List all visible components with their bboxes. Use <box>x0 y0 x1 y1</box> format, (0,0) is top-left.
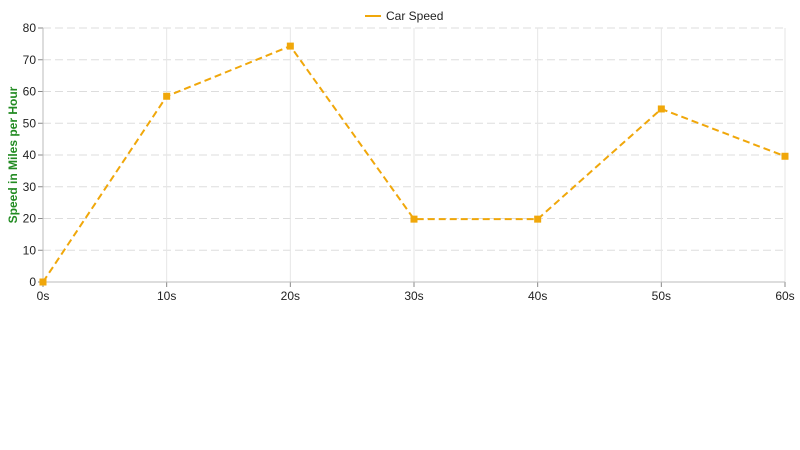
y-tick-label: 70 <box>23 53 37 67</box>
data-point-marker[interactable] <box>39 278 47 286</box>
x-tick-label: 60s <box>775 289 794 303</box>
x-tick-label: 50s <box>652 289 671 303</box>
grid <box>43 27 786 282</box>
data-point-marker[interactable] <box>534 215 542 223</box>
data-point-marker[interactable] <box>657 105 665 113</box>
y-tick-label: 50 <box>23 116 37 130</box>
legend-label[interactable]: Car Speed <box>386 9 443 23</box>
y-tick-label: 30 <box>23 180 37 194</box>
y-tick-label: 0 <box>29 275 36 289</box>
y-tick-label: 20 <box>23 212 37 226</box>
x-tick-label: 0s <box>37 289 50 303</box>
y-tick-label: 40 <box>23 148 37 162</box>
y-tick-label: 80 <box>23 21 37 35</box>
y-tick-label: 60 <box>23 85 37 99</box>
series-layer <box>39 42 789 286</box>
y-tick-label: 10 <box>23 243 37 257</box>
x-tick-label: 30s <box>404 289 423 303</box>
x-tick-label: 10s <box>157 289 176 303</box>
data-point-marker[interactable] <box>781 152 789 160</box>
data-point-marker[interactable] <box>163 92 171 100</box>
legend: Car Speed <box>365 9 443 23</box>
x-tick-label: 40s <box>528 289 547 303</box>
x-tick-label: 20s <box>281 289 300 303</box>
data-point-marker[interactable] <box>410 215 418 223</box>
y-axis-title: Speed in Miles per Hour <box>6 86 20 223</box>
data-point-marker[interactable] <box>286 42 294 50</box>
axes: 0 10 20 30 40 50 60 70 80 0s 10s 20s 30s 40s 50s 60s <box>23 21 795 303</box>
